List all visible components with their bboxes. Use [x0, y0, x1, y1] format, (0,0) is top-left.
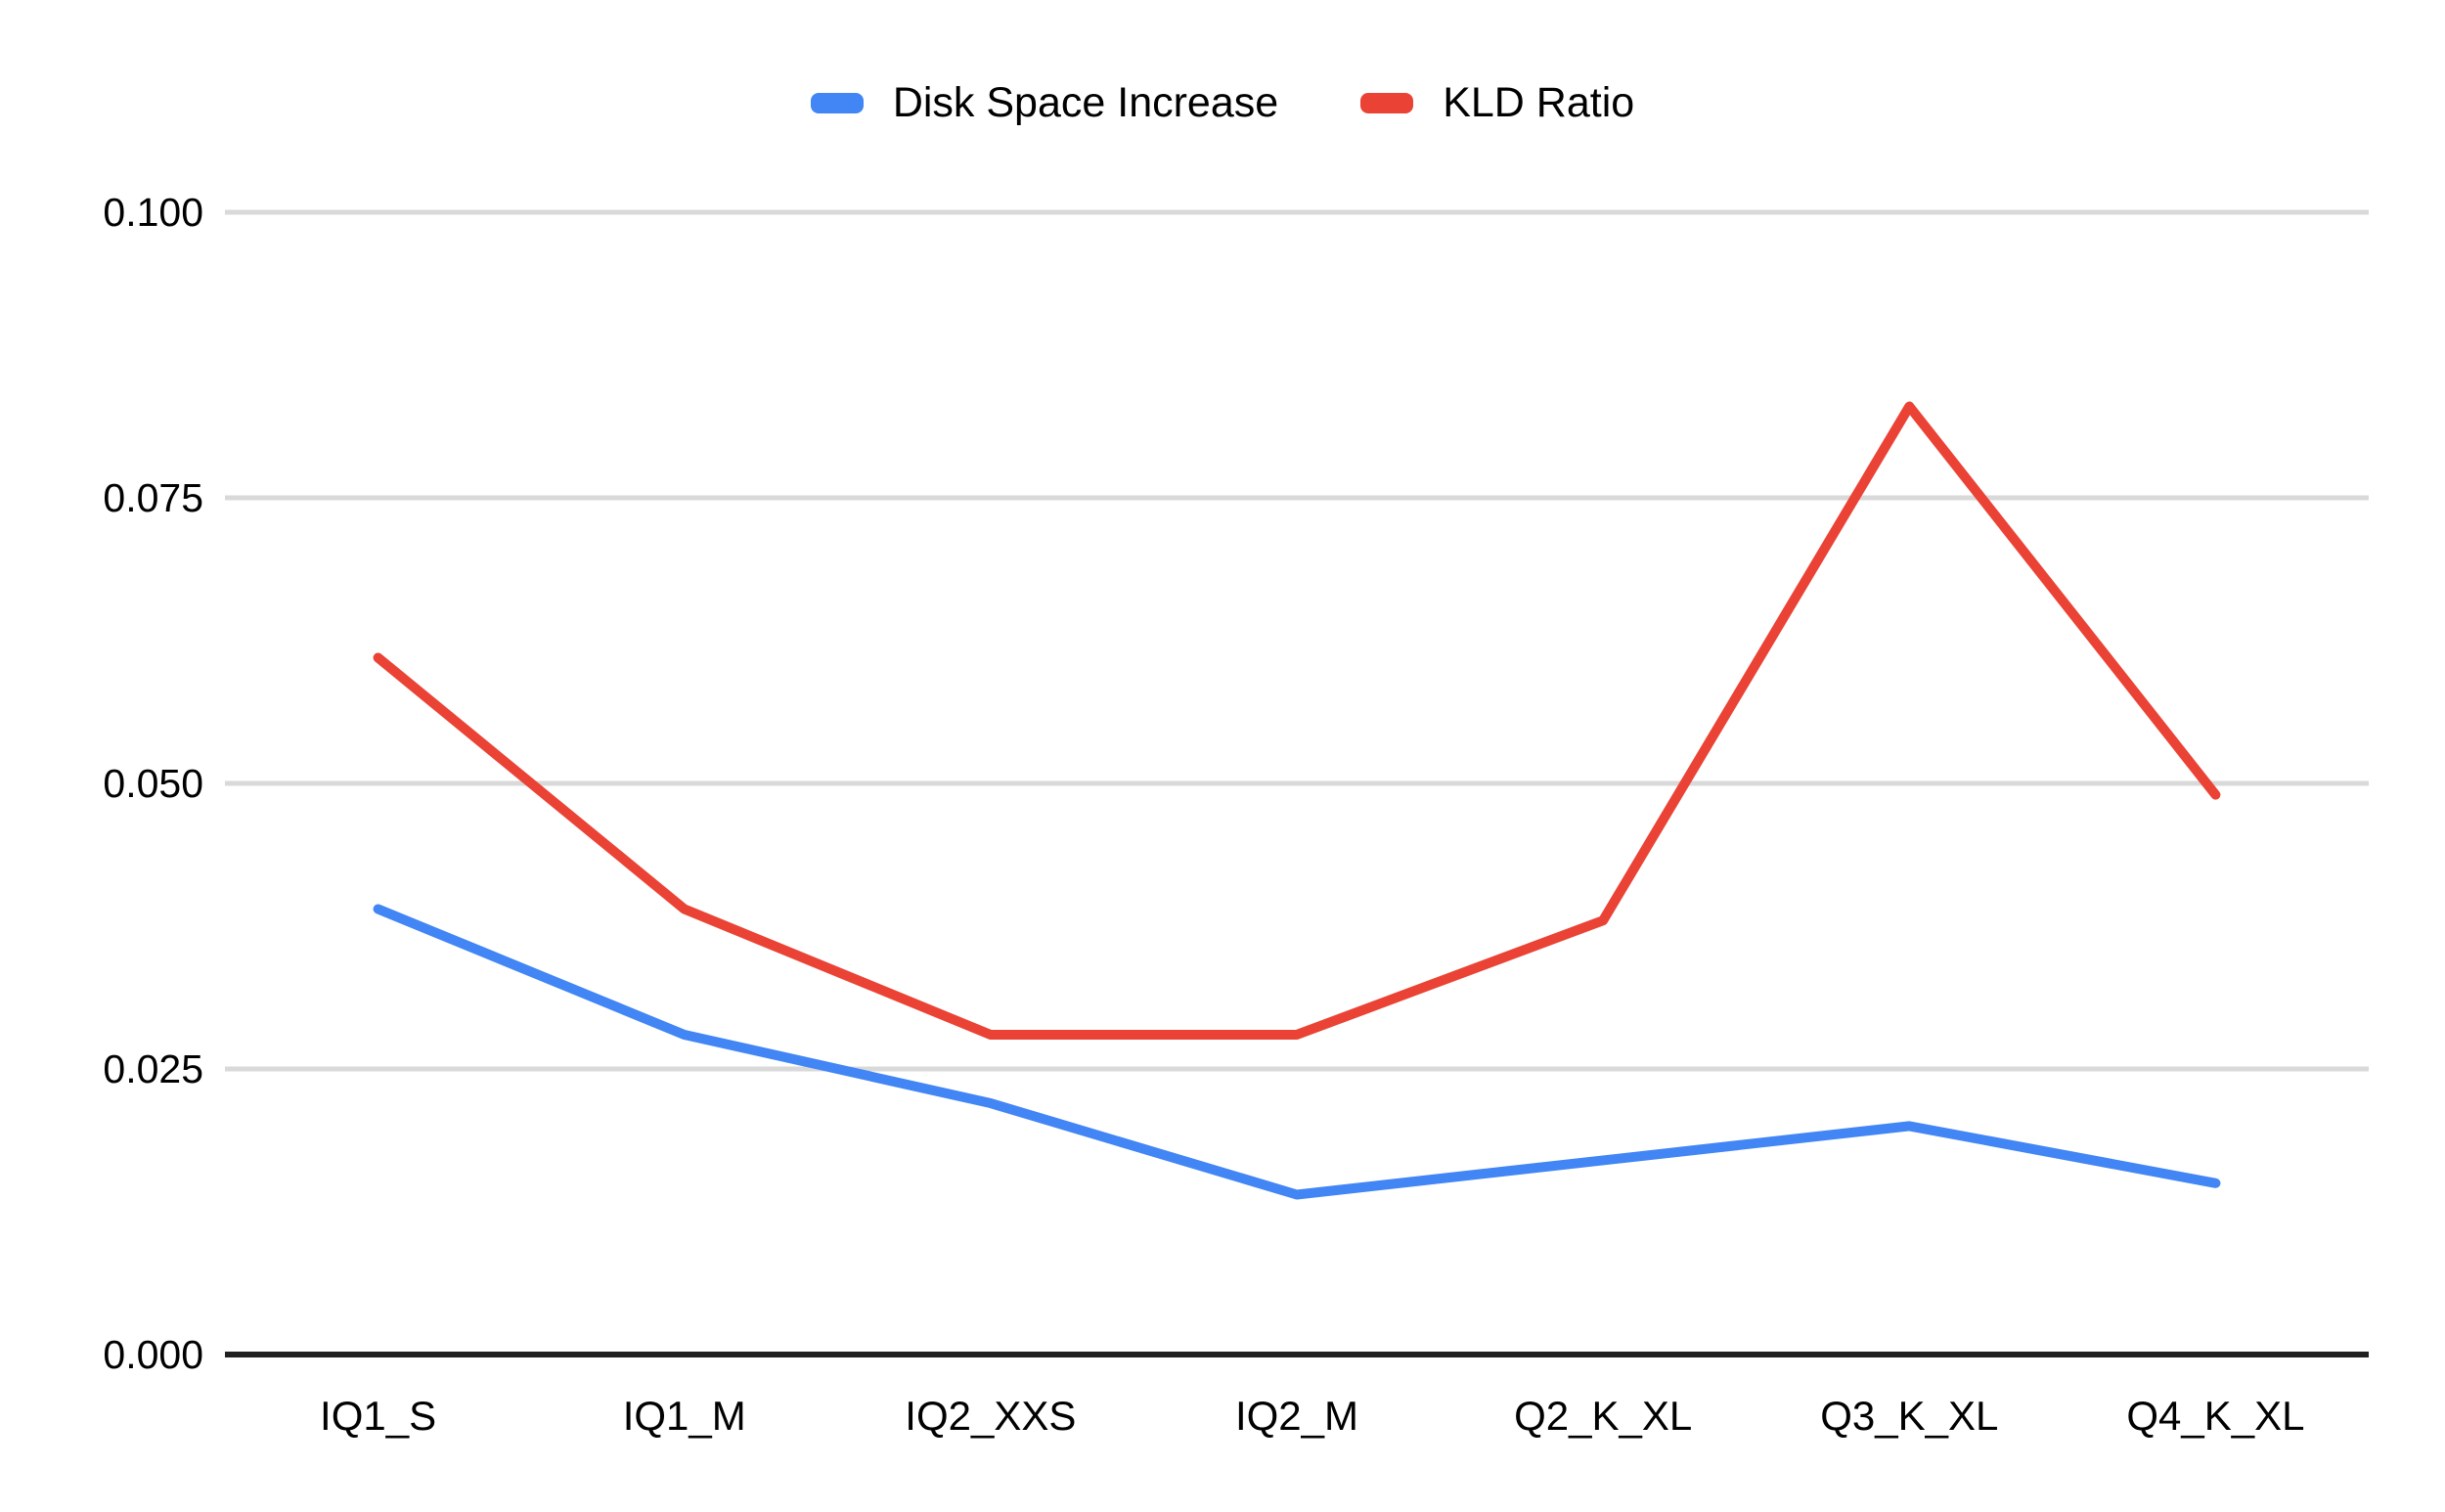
legend-item-disk-space-increase: Disk Space Increase: [810, 79, 1279, 126]
x-tick-label: IQ1_S: [320, 1393, 436, 1439]
x-tick-label: Q3_K_XL: [1820, 1393, 1998, 1439]
y-tick-label: 0.025: [103, 1046, 203, 1091]
x-tick-label: IQ1_M: [623, 1393, 746, 1439]
legend-swatch: [810, 93, 864, 113]
legend-swatch: [1360, 93, 1414, 113]
x-tick-label: Q2_K_XL: [1514, 1393, 1692, 1439]
x-tick-label: IQ2_XXS: [905, 1393, 1076, 1439]
series-line-disk-space-increase: [373, 904, 2221, 1200]
legend-label: Disk Space Increase: [892, 79, 1279, 126]
legend-item-kld-ratio: KLD Ratio: [1360, 82, 1634, 124]
x-tick-label: Q4_K_XL: [2126, 1393, 2304, 1439]
y-tick-label: 0.000: [103, 1332, 203, 1377]
y-tick-label: 0.075: [103, 475, 203, 520]
y-tick-label: 0.050: [103, 761, 203, 806]
legend-label: KLD Ratio: [1443, 79, 1635, 126]
chart-legend: Disk Space Increase KLD Ratio: [0, 82, 2445, 124]
x-tick-label: IQ2_M: [1235, 1393, 1358, 1439]
series-line-kld-ratio: [373, 401, 2221, 1040]
y-tick-label: 0.100: [103, 190, 203, 235]
